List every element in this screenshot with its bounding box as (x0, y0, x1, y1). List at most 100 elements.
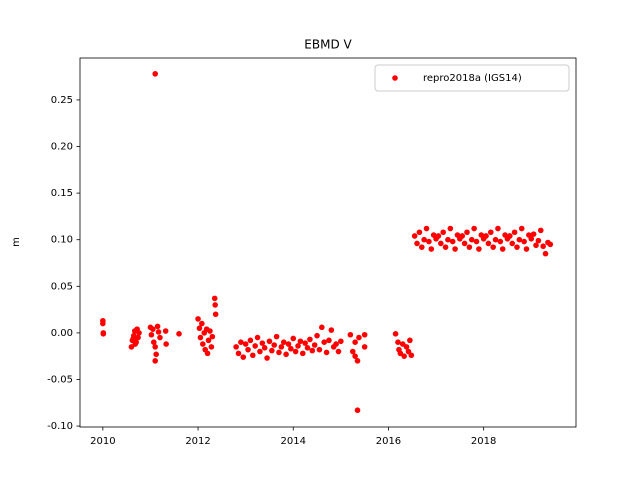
data-point (354, 407, 361, 414)
data-point (473, 238, 480, 245)
data-point (333, 341, 339, 347)
data-point (533, 242, 539, 249)
data-point (314, 332, 320, 339)
data-point (302, 340, 308, 346)
data-point (421, 236, 427, 243)
data-point (195, 316, 201, 322)
data-point (200, 341, 206, 347)
data-point (259, 340, 266, 346)
data-point (136, 330, 142, 336)
data-point (148, 331, 155, 338)
data-point (440, 229, 446, 236)
data-point (447, 225, 454, 232)
data-point (245, 346, 251, 353)
data-point (261, 344, 268, 351)
data-point (252, 343, 258, 349)
data-point (497, 238, 504, 245)
data-point (511, 229, 518, 236)
legend-box (374, 64, 570, 92)
data-point (233, 344, 239, 350)
y-tick-label: 0.15 (51, 188, 73, 199)
data-point (271, 342, 278, 348)
data-point (449, 238, 456, 245)
data-point (542, 250, 549, 257)
data-point (323, 349, 330, 356)
data-point (356, 334, 362, 341)
data-point (461, 240, 468, 247)
data-point (199, 320, 205, 327)
data-point (212, 302, 218, 308)
data-point (352, 339, 358, 346)
x-tick-label: 2010 (90, 436, 115, 447)
data-point (338, 338, 344, 345)
legend-marker (392, 75, 398, 81)
data-point (242, 341, 249, 347)
data-point (269, 347, 275, 354)
data-point (459, 233, 466, 239)
y-tick-label: 0.05 (51, 281, 73, 292)
data-point (490, 244, 496, 250)
data-point (307, 336, 313, 343)
data-point (464, 229, 470, 236)
data-point (163, 341, 169, 347)
data-point (492, 236, 499, 243)
y-tick-label: 0.25 (51, 95, 73, 106)
data-point (471, 225, 477, 232)
y-tick-label: -0.05 (47, 374, 73, 385)
x-tick-label: 2018 (471, 436, 496, 447)
data-point (273, 333, 280, 340)
data-point (235, 350, 242, 357)
data-point (276, 349, 282, 356)
data-point (130, 335, 137, 342)
data-point (285, 341, 292, 347)
data-point (518, 225, 525, 232)
data-point (442, 244, 449, 250)
data-point (238, 339, 244, 346)
data-point (466, 244, 473, 250)
y-tick-label: 0.00 (51, 328, 73, 339)
y-axis-label: m (11, 237, 22, 247)
data-point (537, 227, 544, 234)
data-point (176, 331, 182, 337)
data-point (476, 246, 482, 252)
data-point (530, 231, 537, 237)
data-point (295, 343, 301, 349)
data-point (280, 339, 287, 346)
data-point (154, 323, 161, 330)
data-point (507, 233, 513, 239)
data-point (157, 334, 163, 341)
data-point (240, 354, 247, 360)
x-tick-label: 2014 (281, 436, 306, 447)
y-tick-label: -0.10 (47, 421, 73, 432)
data-point (152, 358, 159, 364)
data-point (352, 353, 358, 359)
data-point (135, 334, 141, 341)
data-point (309, 347, 316, 354)
data-point (528, 235, 535, 242)
data-point (211, 295, 218, 302)
data-point (100, 331, 107, 337)
data-point (483, 233, 489, 239)
data-point (304, 344, 311, 351)
data-point (100, 320, 106, 327)
data-point (288, 345, 294, 352)
data-point (485, 240, 492, 247)
data-point (297, 338, 304, 345)
data-point (435, 233, 442, 239)
data-point (208, 344, 215, 350)
data-point (416, 229, 423, 236)
data-point (150, 326, 156, 332)
data-point (452, 246, 458, 252)
data-point (204, 350, 211, 357)
data-point (349, 348, 356, 355)
data-point (254, 334, 261, 341)
data-point (438, 240, 444, 247)
data-point (426, 238, 432, 245)
data-point (516, 236, 523, 243)
y-tick-label: 0.20 (51, 142, 73, 153)
data-point (311, 342, 318, 348)
data-point (392, 331, 399, 337)
data-point (321, 339, 327, 346)
